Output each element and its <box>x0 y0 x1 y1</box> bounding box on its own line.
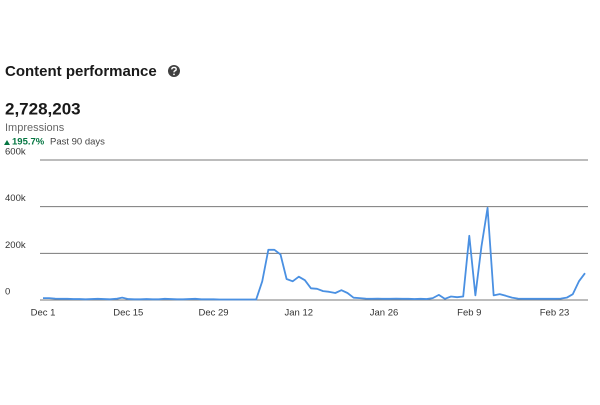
change-period: Past 90 days <box>50 137 105 148</box>
y-tick-label: 200k <box>5 240 26 251</box>
help-icon[interactable] <box>168 65 180 77</box>
x-tick-label: Dec 1 <box>31 308 56 319</box>
x-tick-label: Dec 29 <box>198 308 228 319</box>
x-tick-label: Dec 15 <box>113 308 143 319</box>
y-tick-label: 400k <box>5 193 26 204</box>
up-arrow <box>4 140 10 145</box>
line-series <box>43 206 586 301</box>
card-title: Content performance <box>5 63 157 80</box>
x-tick-label: Jan 12 <box>285 308 314 319</box>
x-tick-label: Feb 23 <box>540 308 570 319</box>
x-tick-label: Jan 26 <box>370 308 399 319</box>
metric-label: Impressions <box>5 122 65 134</box>
y-tick-label: 0 <box>5 287 10 298</box>
x-tick-label: Feb 9 <box>457 308 481 319</box>
plot: 0 200k 400k 600k Dec 1 Dec 15 Dec 29 Jan 12 Jan … <box>5 147 588 319</box>
change-value: 195.7% <box>12 137 45 148</box>
total-value: 2,728,203 <box>5 99 81 118</box>
y-tick-label: 600k <box>5 147 26 158</box>
